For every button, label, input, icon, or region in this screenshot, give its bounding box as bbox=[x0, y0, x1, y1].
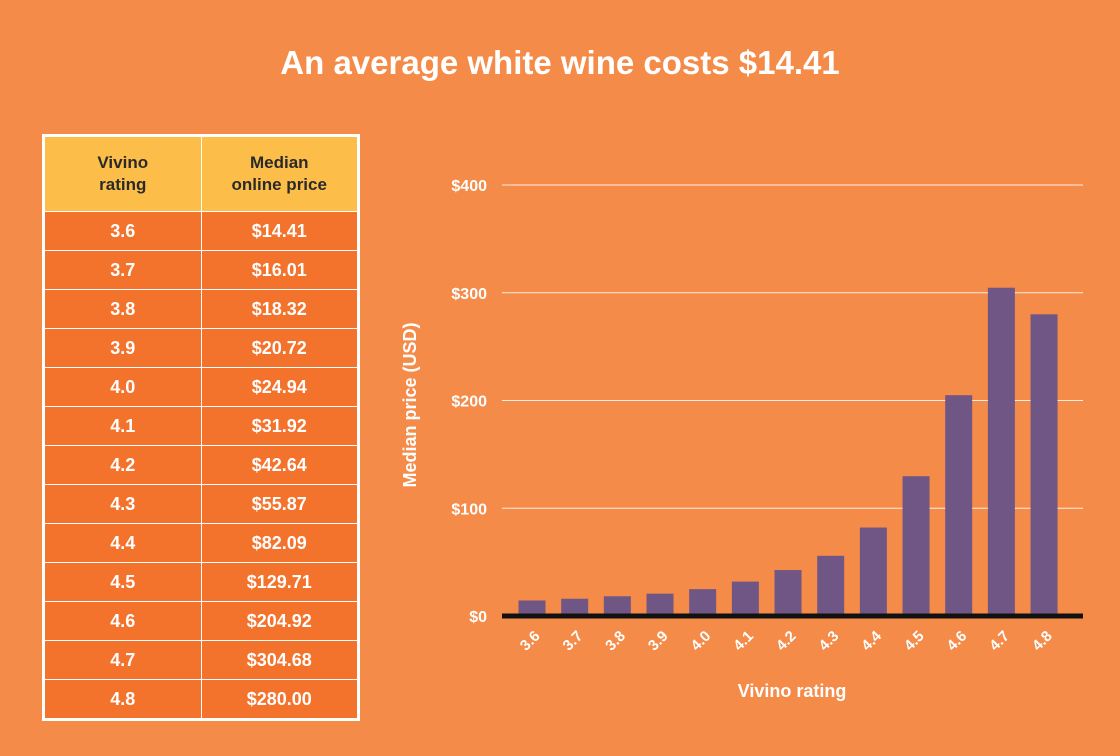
bar bbox=[902, 476, 930, 616]
bar bbox=[945, 395, 973, 616]
rating-cell: 3.9 bbox=[45, 328, 202, 368]
table-row: 3.6 $14.41 bbox=[45, 211, 357, 251]
x-tick-label: 4.4 bbox=[858, 627, 885, 654]
table-row: 3.9 $20.72 bbox=[45, 328, 357, 368]
x-tick-label: 4.6 bbox=[944, 628, 971, 655]
price-cell: $42.64 bbox=[201, 445, 357, 485]
x-tick-label: 4.1 bbox=[730, 628, 757, 655]
x-tick-label: 4.3 bbox=[816, 628, 843, 655]
table-row: 4.6 $204.92 bbox=[45, 601, 357, 641]
bars bbox=[518, 287, 1058, 616]
x-tick-label: 4.5 bbox=[901, 628, 928, 655]
table-row: 3.8 $18.32 bbox=[45, 289, 357, 329]
grid-lines bbox=[502, 184, 1083, 509]
rating-cell: 4.2 bbox=[45, 445, 202, 485]
bar bbox=[603, 596, 631, 616]
y-axis-ticks: $0 $100 $200 $300 $400 bbox=[451, 178, 487, 626]
x-tick-label: 4.0 bbox=[688, 628, 715, 655]
y-tick-label: $200 bbox=[451, 394, 487, 411]
x-tick-label: 3.9 bbox=[645, 628, 672, 655]
table-row: 4.3 $55.87 bbox=[45, 484, 357, 524]
price-cell: $204.92 bbox=[201, 601, 357, 641]
bar bbox=[689, 589, 717, 616]
y-tick-label: $300 bbox=[451, 286, 487, 303]
column-header-rating: Vivino rating bbox=[45, 137, 202, 212]
price-cell: $280.00 bbox=[201, 679, 357, 718]
table-row: 4.8 $280.00 bbox=[45, 679, 357, 718]
bar bbox=[561, 598, 589, 616]
x-tick-label: 3.6 bbox=[517, 628, 544, 655]
rating-cell: 4.4 bbox=[45, 523, 202, 563]
bar bbox=[987, 287, 1015, 616]
price-cell: $16.01 bbox=[201, 250, 357, 290]
column-header-line: online price bbox=[231, 175, 327, 194]
bar bbox=[518, 600, 546, 616]
x-tick-label: 3.7 bbox=[560, 628, 587, 655]
column-header-line: Median bbox=[249, 153, 309, 172]
x-tick-label: 4.2 bbox=[773, 628, 800, 655]
bar bbox=[731, 581, 759, 616]
table-row: 4.4 $82.09 bbox=[45, 523, 357, 563]
price-cell: $20.72 bbox=[201, 328, 357, 368]
column-header-price: Median online price bbox=[201, 137, 357, 212]
price-cell: $18.32 bbox=[201, 289, 357, 329]
price-cell: $14.41 bbox=[201, 211, 357, 251]
price-cell: $304.68 bbox=[201, 640, 357, 680]
price-cell: $55.87 bbox=[201, 484, 357, 524]
x-axis-ticks: 3.6 3.7 3.8 3.9 4.0 4.1 4.2 4.3 4.4 4.5 4.6 4.7 4.8 bbox=[517, 627, 1056, 654]
price-cell: $82.09 bbox=[201, 523, 357, 563]
table-body: 3.6 $14.41 3.7 $16.01 3.8 $18.32 3.9 $20.72 4.0 $… bbox=[45, 211, 357, 718]
price-cell: $129.71 bbox=[201, 562, 357, 602]
column-header-line: rating bbox=[99, 175, 147, 194]
table-row: 4.7 $304.68 bbox=[45, 640, 357, 680]
bar bbox=[1030, 314, 1058, 616]
price-cell: $31.92 bbox=[201, 406, 357, 446]
table-row: 4.1 $31.92 bbox=[45, 406, 357, 446]
rating-cell: 4.3 bbox=[45, 484, 202, 524]
bar bbox=[859, 527, 887, 616]
y-tick-label: $0 bbox=[469, 609, 487, 626]
rating-cell: 3.6 bbox=[45, 211, 202, 251]
price-cell: $24.94 bbox=[201, 367, 357, 407]
rating-cell: 3.7 bbox=[45, 250, 202, 290]
page-title: An average white wine costs $14.41 bbox=[280, 44, 840, 81]
table-row: 4.0 $24.94 bbox=[45, 367, 357, 407]
x-axis-label: Vivino rating bbox=[738, 681, 847, 701]
table-row: 4.2 $42.64 bbox=[45, 445, 357, 485]
bar bbox=[646, 593, 674, 616]
y-axis-label: Median price (USD) bbox=[400, 322, 420, 487]
rating-cell: 3.8 bbox=[45, 289, 202, 329]
y-tick-label: $100 bbox=[451, 501, 487, 518]
column-header-line: Vivino bbox=[97, 153, 149, 172]
x-tick-label: 4.8 bbox=[1029, 628, 1056, 655]
bar bbox=[774, 570, 802, 616]
rating-cell: 4.7 bbox=[45, 640, 202, 680]
x-tick-label: 3.8 bbox=[602, 628, 629, 655]
rating-cell: 4.1 bbox=[45, 406, 202, 446]
rating-cell: 4.0 bbox=[45, 367, 202, 407]
price-table: Vivino rating Median online price 3.6 $14… bbox=[42, 134, 360, 721]
x-tick-label: 4.7 bbox=[986, 628, 1013, 655]
rating-cell: 4.8 bbox=[45, 679, 202, 718]
table-header-row: Vivino rating Median online price bbox=[45, 137, 357, 212]
bar bbox=[817, 555, 845, 616]
rating-cell: 4.6 bbox=[45, 601, 202, 641]
table-row: 4.5 $129.71 bbox=[45, 562, 357, 602]
y-tick-label: $400 bbox=[451, 178, 487, 195]
table-row: 3.7 $16.01 bbox=[45, 250, 357, 290]
rating-cell: 4.5 bbox=[45, 562, 202, 602]
